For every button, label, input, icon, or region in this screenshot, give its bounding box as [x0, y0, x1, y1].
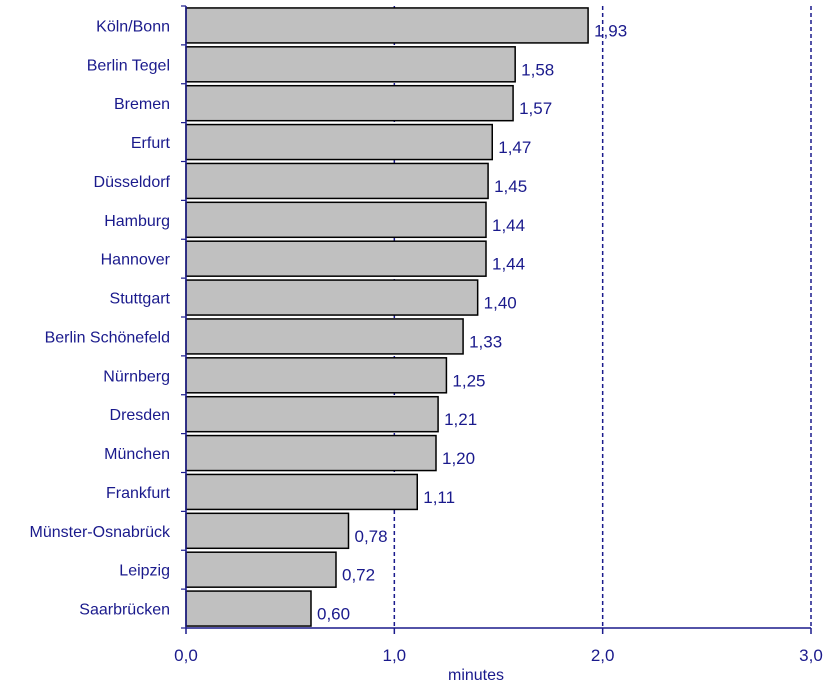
- category-label-7: Stuttgart: [110, 291, 171, 308]
- value-label-7: 1,40: [484, 294, 517, 313]
- value-label-2: 1,57: [519, 99, 552, 118]
- bar-0: [185, 7, 589, 44]
- bar-5: [185, 201, 487, 239]
- category-label-2: Bremen: [114, 96, 170, 113]
- gridlines: [393, 6, 812, 628]
- category-label-12: Frankfurt: [106, 485, 171, 502]
- category-label-0: Köln/Bonn: [96, 18, 170, 35]
- value-label-14: 0,72: [342, 566, 375, 585]
- value-label-8: 1,33: [469, 332, 502, 351]
- bar-13: [185, 512, 350, 550]
- axes: [181, 5, 812, 634]
- category-label-11: München: [104, 446, 170, 463]
- x-tick-label-3: 3,0: [799, 646, 823, 665]
- category-label-6: Hannover: [101, 252, 171, 269]
- bar-10: [185, 395, 439, 433]
- value-label-5: 1,44: [492, 216, 525, 235]
- value-label-1: 1,58: [521, 60, 554, 79]
- bar-3: [185, 123, 493, 161]
- bar-6: [185, 240, 487, 277]
- category-label-9: Nürnberg: [103, 368, 170, 385]
- value-label-6: 1,44: [492, 255, 525, 274]
- category-label-5: Hamburg: [104, 213, 170, 230]
- bar-1: [185, 46, 516, 83]
- value-label-10: 1,21: [444, 410, 477, 429]
- bar-15: [185, 590, 312, 627]
- labels: 1,93 Köln/Bonn 1,58 Berlin Tegel 1,57 Bremen 1…: [30, 18, 823, 665]
- bar-11: [185, 434, 437, 472]
- bar-9: [185, 357, 448, 394]
- value-label-3: 1,47: [498, 138, 531, 157]
- category-label-1: Berlin Tegel: [87, 57, 170, 74]
- category-label-10: Dresden: [110, 407, 170, 424]
- category-label-4: Düsseldorf: [94, 174, 171, 191]
- bar-12: [185, 473, 418, 511]
- x-axis-title: minutes: [448, 667, 504, 684]
- category-label-3: Erfurt: [131, 135, 171, 152]
- bar-4: [185, 162, 489, 200]
- category-label-13: Münster-Osnabrück: [30, 524, 171, 541]
- category-label-15: Saarbrücken: [79, 602, 170, 619]
- value-label-13: 0,78: [355, 527, 388, 546]
- value-label-11: 1,20: [442, 449, 475, 468]
- bar-14: [185, 551, 337, 588]
- value-label-4: 1,45: [494, 177, 527, 196]
- bar-7: [185, 279, 479, 316]
- value-label-0: 1,93: [594, 21, 627, 40]
- x-tick-label-0: 0,0: [174, 646, 198, 665]
- value-label-12: 1,11: [423, 488, 455, 507]
- category-label-8: Berlin Schönefeld: [45, 329, 170, 346]
- value-label-15: 0,60: [317, 605, 350, 624]
- bar-8: [185, 318, 464, 355]
- value-label-9: 1,25: [452, 371, 485, 390]
- bars: [185, 7, 589, 627]
- category-label-14: Leipzig: [119, 563, 170, 580]
- x-tick-label-1: 1,0: [383, 646, 407, 665]
- bar-2: [185, 84, 514, 122]
- x-tick-label-2: 2,0: [591, 646, 615, 665]
